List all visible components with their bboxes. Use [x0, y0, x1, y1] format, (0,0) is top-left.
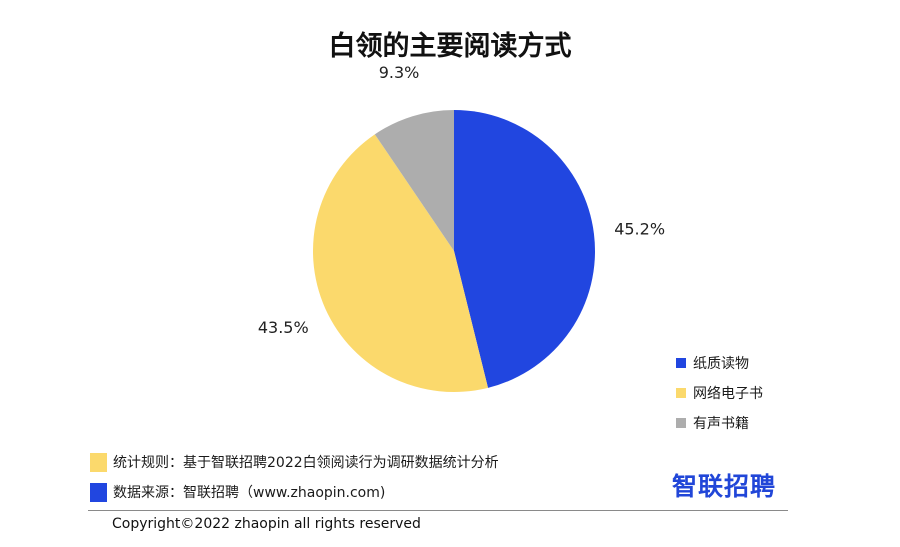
footer-rule-text: 统计规则：基于智联招聘2022白领阅读行为调研数据统计分析 [113, 455, 499, 471]
brand-logo: 智联招聘 [672, 472, 777, 501]
data-label-ebook: 43.5% [258, 318, 309, 337]
footer-source-text: 数据来源：智联招聘（www.zhaopin.com) [113, 485, 386, 501]
footer-divider [88, 510, 788, 511]
legend-label: 网络电子书 [693, 386, 763, 402]
pie-slice-audiobook [374, 110, 454, 251]
chart-legend: 纸质读物 网络电子书 有声书籍 [676, 352, 763, 442]
pie-slice-ebook [313, 134, 489, 392]
data-label-audiobook: 9.3% [379, 63, 420, 82]
copyright-text: Copyright©2022 zhaopin all rights reserv… [112, 516, 421, 532]
legend-label: 纸质读物 [693, 356, 749, 372]
pie-slice-paper [454, 110, 596, 388]
footer-swatch [90, 482, 107, 502]
footer-swatch [90, 452, 107, 472]
chart-title: 白领的主要阅读方式 [328, 31, 572, 62]
legend-swatch [676, 388, 686, 398]
data-label-paper: 45.2% [614, 219, 665, 238]
legend-swatch [676, 418, 686, 428]
legend-swatch [676, 358, 686, 368]
legend-label: 有声书籍 [693, 416, 749, 432]
footer-rule-note: 统计规则：基于智联招聘2022白领阅读行为调研数据统计分析 [90, 452, 499, 472]
legend-item-audiobook: 有声书籍 [676, 412, 763, 434]
legend-item-ebook: 网络电子书 [676, 382, 763, 404]
footer-source-note: 数据来源：智联招聘（www.zhaopin.com) [90, 482, 385, 502]
legend-item-paper: 纸质读物 [676, 352, 763, 374]
